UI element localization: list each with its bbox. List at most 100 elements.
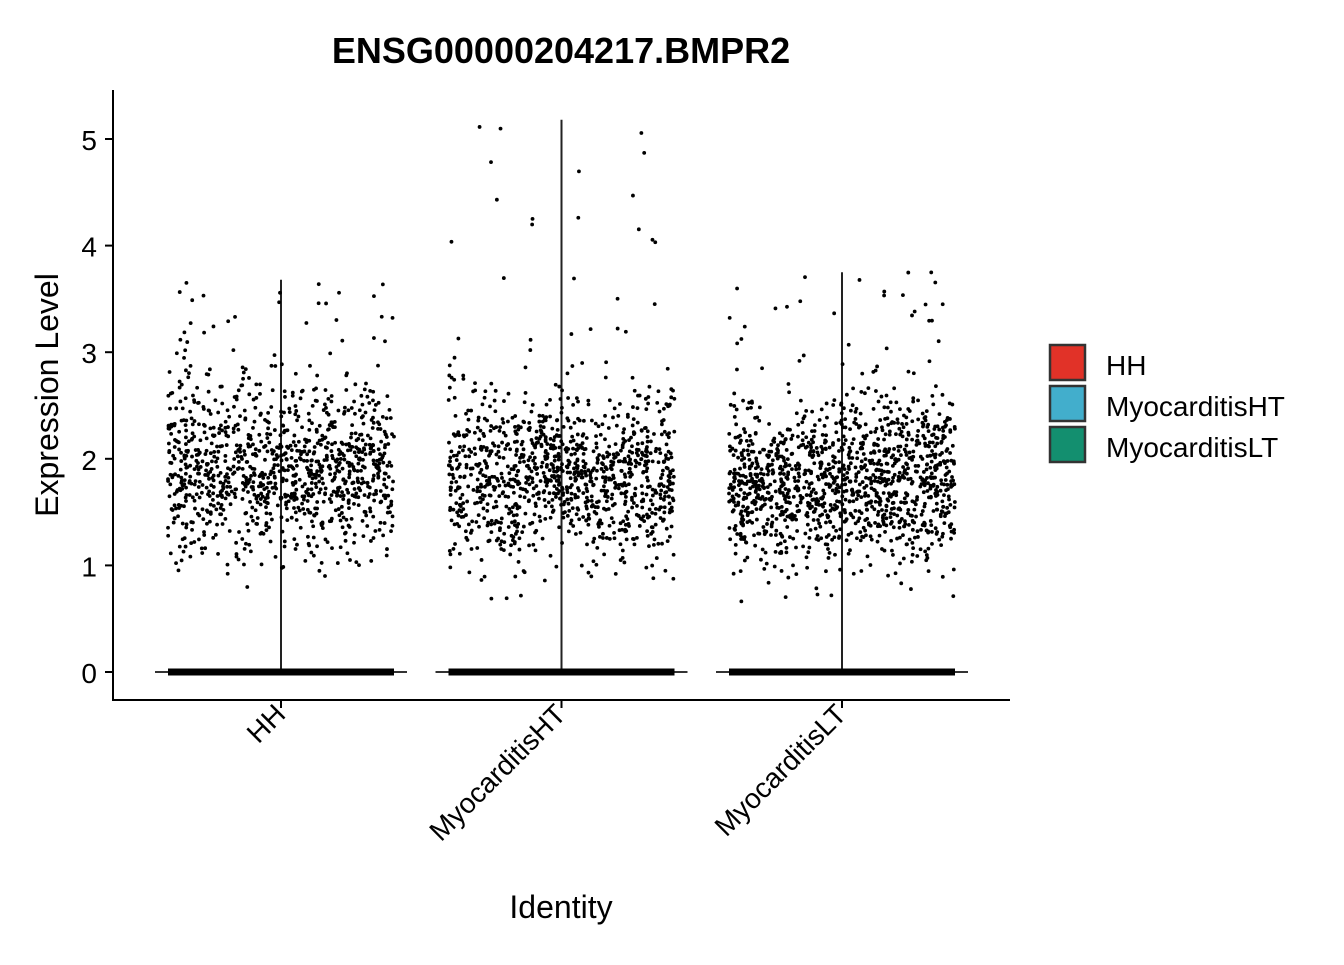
data-point [184,525,189,530]
data-point [250,485,255,489]
data-point [869,479,874,484]
data-point [747,457,752,462]
data-point [897,478,901,483]
data-point [472,430,477,435]
data-point [824,401,829,406]
data-point [565,416,570,421]
data-point [853,465,858,470]
data-point [326,440,330,445]
data-point [939,543,944,548]
data-point [248,464,253,469]
data-point [569,496,573,501]
data-point [645,434,650,439]
data-point [531,486,536,491]
data-point [193,448,198,452]
data-point [824,433,829,438]
data-point [907,522,911,527]
data-point [912,309,917,314]
data-point [320,433,325,438]
data-point [647,544,651,549]
data-point [482,516,487,521]
data-point [739,337,744,341]
data-point [493,409,498,414]
data-point [853,508,858,513]
data-point [910,518,915,523]
data-point [378,452,382,457]
data-point [573,495,578,500]
data-point [792,475,797,480]
data-point [338,457,343,461]
data-point [458,496,463,501]
data-point [310,403,315,408]
data-point [579,475,584,480]
data-point [299,457,303,462]
data-point [449,239,454,244]
data-point [609,463,613,468]
data-point [846,464,851,469]
data-point [644,492,649,497]
data-point [177,379,182,384]
data-point [775,542,780,547]
data-point [935,484,940,489]
data-point [286,446,291,450]
data-point [913,502,918,507]
data-point [952,505,957,510]
data-point [501,420,506,425]
data-point [365,524,370,528]
data-point [919,527,923,532]
data-point [312,513,317,518]
data-point [618,542,623,547]
data-point [570,506,575,511]
data-point [897,426,902,431]
data-point [249,514,254,519]
data-point [923,478,928,483]
data-point [851,386,855,391]
data-point [179,558,184,563]
data-point [793,513,797,518]
data-point [517,547,522,552]
data-point [926,481,930,486]
data-point [612,536,617,541]
data-point [527,420,532,425]
data-point [885,405,890,410]
data-point [183,471,188,476]
data-point [473,452,478,457]
data-point [204,436,209,441]
data-point [930,529,934,534]
data-point [807,545,812,550]
data-point [663,453,668,458]
data-point [549,504,554,509]
data-point [211,324,216,329]
data-point [635,504,639,508]
data-point [292,433,297,438]
data-point [626,482,631,487]
data-point [671,552,676,557]
data-point [902,496,907,501]
data-point [640,441,645,446]
data-point [324,301,328,306]
data-point [531,542,536,547]
data-point [816,518,820,522]
data-point [573,532,578,536]
data-point [190,454,194,459]
data-point [548,515,553,520]
data-point [180,406,185,411]
data-point [503,433,508,438]
data-point [291,440,296,444]
data-point [940,509,945,514]
data-point [341,497,346,502]
data-point [631,417,636,422]
data-point [773,533,778,537]
data-point [560,469,565,473]
data-point [336,447,341,452]
data-point [671,474,676,479]
data-point [371,478,375,483]
data-point [888,511,893,516]
data-point [916,535,920,539]
data-point [270,388,275,393]
data-point [320,526,325,531]
data-point [251,426,255,430]
data-point [641,499,646,503]
data-point [589,574,594,579]
data-point [317,438,322,443]
